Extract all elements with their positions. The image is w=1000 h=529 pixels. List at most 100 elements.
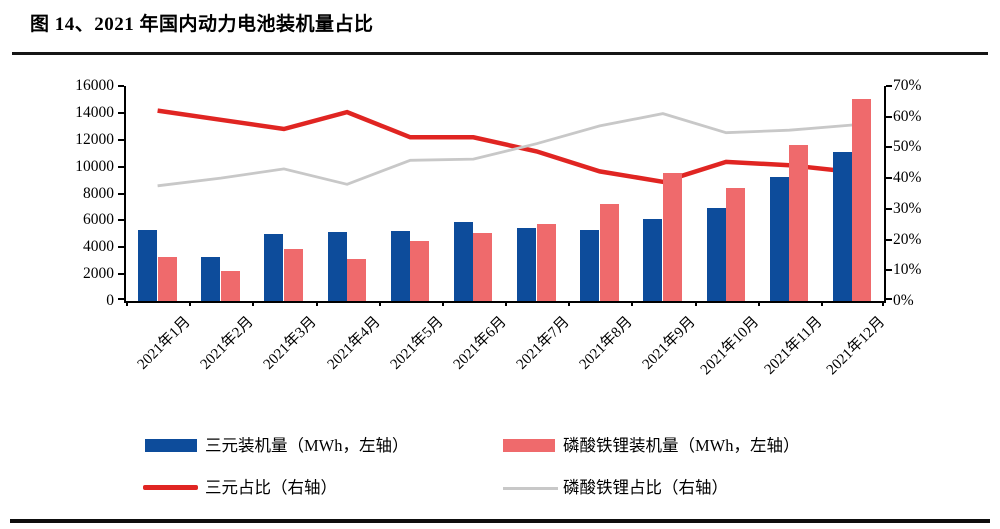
x-category-label: 2021年1月 — [134, 313, 194, 373]
right-axis-tick-label: 10% — [893, 261, 922, 279]
x-axis-tick-mark — [378, 301, 381, 306]
right-axis-tick-mark — [886, 269, 892, 272]
left-axis-labels: 0 2000 4000 6000 8000 10000 12000 14000 16000 — [0, 77, 114, 309]
x-category-label: 2021年10月 — [697, 313, 763, 379]
x-axis-tick-mark — [189, 301, 192, 306]
x-category-label: 2021年9月 — [639, 313, 700, 373]
bar-lfp-install — [662, 173, 682, 301]
x-category-label: 2021年12月 — [824, 313, 889, 379]
left-axis-tick-mark — [118, 165, 124, 168]
bar-ternary-install — [706, 207, 726, 301]
left-axis-tick-mark — [118, 138, 124, 141]
x-axis-tick-mark — [315, 301, 318, 306]
bar-ternary-install — [832, 151, 852, 301]
left-axis-tick-label: 6000 — [83, 211, 114, 229]
x-category-label: 2021年4月 — [324, 313, 384, 373]
right-axis-tick-label: 30% — [893, 199, 922, 217]
left-axis-tick-mark — [118, 246, 124, 249]
left-axis-tick-mark — [118, 273, 124, 276]
line-lfp-share — [157, 112, 853, 188]
bar-lfp-install — [726, 188, 746, 301]
left-axis-tick-label: 16000 — [75, 77, 114, 94]
bar-ternary-install — [517, 227, 537, 301]
legend-swatch-lfp-bar — [503, 439, 555, 452]
x-axis-tick-mark — [757, 301, 760, 306]
x-axis-tick-mark — [820, 301, 823, 306]
right-axis-tick-label: 50% — [893, 138, 922, 156]
x-category-label: 2021年8月 — [576, 313, 636, 373]
title-divider — [12, 52, 988, 55]
x-axis-labels: 2021年1月 2021年2月 2021年3月 2021年4月 2021年5月 2021年… — [124, 305, 889, 430]
right-axis-tick-mark — [886, 207, 892, 210]
x-axis-tick-mark — [252, 301, 255, 306]
right-axis-tick-label: 20% — [893, 230, 922, 248]
right-axis-tick-mark — [886, 238, 892, 241]
left-axis-tick-label: 14000 — [75, 103, 114, 121]
left-axis-tick-mark — [118, 192, 124, 195]
x-category-label: 2021年7月 — [513, 313, 573, 373]
legend-swatch-ternary-line — [143, 485, 198, 490]
left-axis-tick-label: 2000 — [83, 265, 114, 283]
x-axis-tick-mark — [441, 301, 444, 306]
bar-lfp-install — [536, 223, 556, 301]
bar-ternary-install — [201, 257, 221, 301]
right-axis-labels: 0% 10% 20% 30% 40% 50% 60% 70% — [893, 77, 983, 309]
right-axis-tick-mark — [886, 177, 892, 180]
bar-ternary-install — [327, 231, 347, 301]
x-category-label: 2021年6月 — [450, 313, 510, 373]
bar-ternary-install — [769, 177, 789, 301]
right-axis-tick-label: 70% — [893, 77, 922, 94]
left-axis-tick-mark — [118, 85, 124, 87]
plot-area — [118, 85, 892, 306]
bar-lfp-install — [473, 232, 493, 301]
left-axis-tick-mark — [118, 111, 124, 114]
left-axis-tick-mark — [118, 219, 124, 222]
bar-ternary-install — [580, 229, 600, 301]
bar-ternary-install — [264, 233, 284, 301]
right-axis-tick-label: 60% — [893, 107, 922, 125]
left-axis-tick-label: 12000 — [75, 130, 114, 148]
left-axis-tick-mark — [118, 298, 124, 300]
right-axis-tick-mark — [886, 115, 892, 118]
bar-lfp-install — [410, 240, 430, 301]
legend-swatch-ternary-bar — [145, 439, 197, 452]
legend-swatch-lfp-line — [503, 487, 558, 490]
legend-label-lfp-bar: 磷酸铁锂装机量（MWh，左轴） — [563, 436, 800, 455]
bar-ternary-install — [453, 221, 473, 301]
bar-lfp-install — [599, 204, 619, 301]
right-axis-tick-mark — [886, 298, 892, 300]
bar-lfp-install — [157, 257, 177, 301]
x-category-label: 2021年11月 — [761, 313, 826, 378]
x-axis-tick-mark — [505, 301, 507, 306]
bottom-divider — [10, 519, 990, 523]
line-layer — [157, 108, 853, 188]
line-ternary-share — [157, 108, 853, 185]
bar-lfp-install — [283, 249, 303, 301]
legend-label-ternary-line: 三元占比（右轴） — [205, 478, 337, 497]
x-category-label: 2021年2月 — [197, 313, 257, 373]
bar-lfp-install — [789, 145, 809, 301]
right-axis-tick-mark — [886, 146, 892, 149]
left-axis-tick-label: 10000 — [75, 157, 114, 175]
x-category-label: 2021年3月 — [260, 313, 321, 373]
bar-lfp-install — [347, 258, 367, 301]
legend-label-lfp-line: 磷酸铁锂占比（右轴） — [563, 478, 728, 497]
right-axis-tick-mark — [886, 85, 892, 87]
left-axis-tick-label: 8000 — [83, 184, 114, 202]
bar-ternary-install — [643, 219, 663, 301]
figure-title: 图 14、2021 年国内动力电池装机量占比 — [30, 14, 374, 35]
right-axis-tick-label: 40% — [893, 169, 922, 187]
bar-ternary-install — [390, 231, 410, 301]
bar-lfp-install — [220, 271, 240, 301]
right-axis-tick-label: 0% — [893, 292, 914, 309]
bar-lfp-install — [852, 99, 872, 301]
bar-ternary-install — [138, 229, 158, 301]
x-axis-tick-mark — [126, 301, 128, 306]
x-axis-tick-mark — [694, 301, 697, 306]
left-axis-tick-label: 0 — [106, 292, 114, 309]
x-axis-tick-mark — [568, 301, 571, 306]
x-category-label: 2021年5月 — [387, 313, 447, 373]
x-axis-tick-mark — [882, 301, 884, 306]
left-axis-tick-label: 4000 — [83, 238, 114, 256]
